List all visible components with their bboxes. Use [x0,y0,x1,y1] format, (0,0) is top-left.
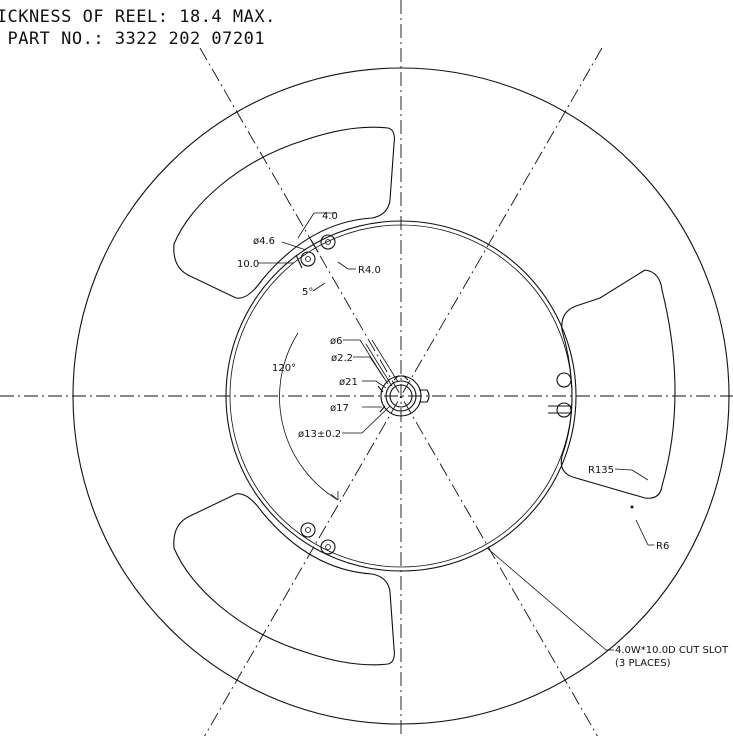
window-cutouts [173,126,676,666]
label-cut-slot: 4.0W*10.0D CUT SLOT [615,645,729,656]
slot-hole-top-right [320,234,336,250]
window-upper-left [173,126,395,299]
label-dia-2-2: ø2.2 [331,353,353,364]
center-hub [377,375,430,417]
label-slot-width: 4.0 [322,211,338,222]
slot-hole-top-left [300,251,316,267]
slot-hole-right-top [556,372,572,388]
angle-arc-120 [279,332,339,501]
leader-lines [258,212,654,651]
label-angle-120: 120° [272,363,296,374]
part-number-note: R PART NO.: 3322 202 07201 [0,29,266,49]
hub-outer-circle [225,220,577,572]
slot-hole-right-bottom [556,402,572,418]
label-hole-dia: ø4.6 [253,236,275,247]
reel-thickness-note: HICKNESS OF REEL: 18.4 MAX. [0,7,276,27]
window-lower-left [173,493,395,666]
outer-flange-circle [72,67,730,725]
cut-slots [295,234,572,555]
label-slot-angle: 5° [302,287,313,298]
window-dot [630,505,634,509]
slot-hole-bottom-left [300,522,316,538]
label-dia-13: ø13±0.2 [298,429,341,440]
label-slot-depth: 10.0 [237,259,259,270]
label-radius-135: R135 [588,465,614,476]
label-cut-slot-places: (3 PLACES) [615,658,671,669]
label-dia-17: ø17 [330,403,349,414]
label-hole-radius: R4.0 [358,265,381,276]
title-block: HICKNESS OF REEL: 18.4 MAX. R PART NO.: … [0,0,733,60]
label-dia-6: ø6 [330,336,342,347]
slot-hole-bottom-right [320,539,336,555]
window-right [560,269,676,499]
label-radius-6: R6 [656,541,669,552]
label-dia-21: ø21 [339,377,358,388]
dimension-labels: 4.0 ø4.6 10.0 R4.0 5° ø6 ø2.2 120° ø21 ø… [237,211,729,669]
